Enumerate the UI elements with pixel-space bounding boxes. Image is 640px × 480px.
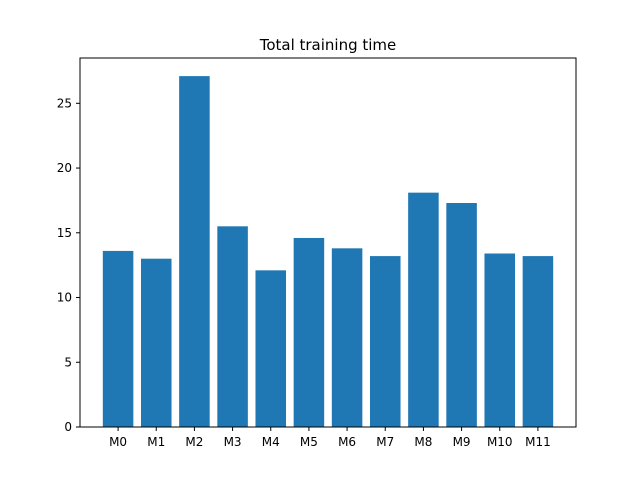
x-tick-label: M1: [147, 435, 165, 449]
bar-m5: [293, 237, 325, 427]
y-axis: 0 5 10 15 20 25: [57, 96, 80, 434]
y-tick-label: 15: [57, 226, 72, 240]
plot-frame: [79, 57, 577, 428]
bar-m3: [217, 226, 248, 427]
bar-m7: [369, 256, 401, 427]
x-tick-label: M8: [414, 435, 432, 449]
x-tick-label: M6: [338, 435, 356, 449]
y-tick-label: 10: [57, 291, 72, 305]
y-tick-label: 25: [57, 96, 72, 110]
x-tick-label: M10: [487, 435, 513, 449]
y-tick-label: 0: [64, 420, 72, 434]
bar-m10: [484, 253, 516, 427]
x-tick-label: M2: [185, 435, 203, 449]
x-tick-label: M5: [300, 435, 318, 449]
bar-m2: [179, 76, 210, 427]
y-tick-label: 20: [57, 161, 72, 175]
bar-m0: [102, 250, 134, 427]
x-tick-label: M3: [224, 435, 242, 449]
chart-title: Total training time: [259, 36, 397, 54]
bar-m8: [408, 192, 439, 427]
x-tick-label: M7: [376, 435, 394, 449]
y-tick-label: 5: [64, 355, 72, 369]
x-tick-label: M11: [525, 435, 551, 449]
bar-m1: [140, 258, 172, 427]
x-axis: M0 M1 M2 M3 M4 M5 M6 M7 M8 M9 M10 M11: [109, 427, 551, 449]
x-tick-label: M4: [262, 435, 280, 449]
bar-m4: [255, 270, 287, 427]
x-tick-label: M0: [109, 435, 127, 449]
bar-m11: [522, 256, 554, 427]
x-tick-label: M9: [453, 435, 471, 449]
bar-m6: [331, 248, 363, 427]
bars-group: [102, 76, 554, 427]
bar-m9: [446, 203, 477, 427]
